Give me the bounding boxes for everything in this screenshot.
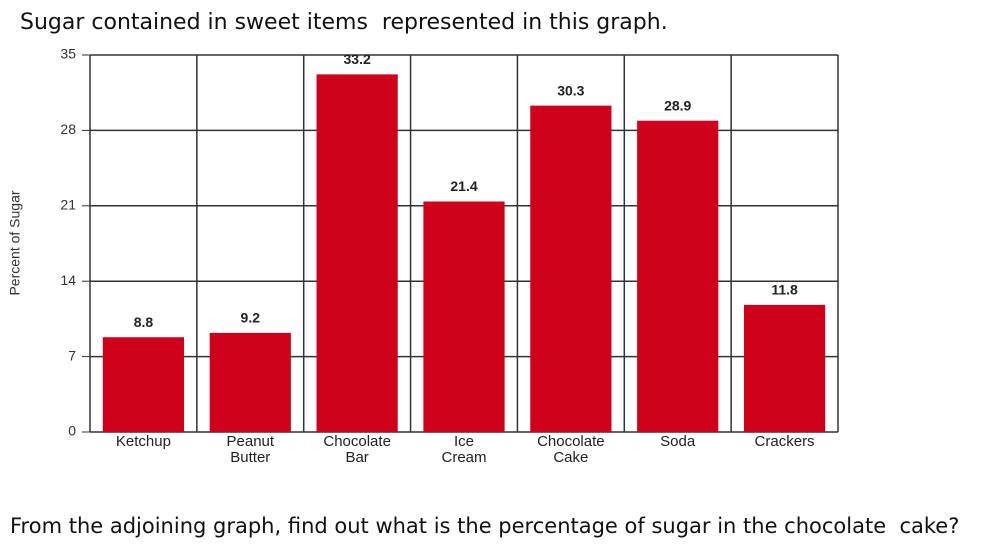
bar [530, 105, 612, 432]
value-label: 30.3 [557, 82, 584, 98]
value-label: 21.4 [450, 178, 477, 194]
y-tick-label: 0 [68, 423, 76, 439]
x-tick-label: Ice Cream [441, 433, 487, 466]
bar [423, 201, 505, 432]
x-tick-label: Chocolate Cake [537, 433, 605, 466]
chart-title: Sugar contained in sweet items represent… [20, 10, 668, 35]
bar [209, 332, 291, 432]
value-label: 9.2 [241, 310, 261, 326]
value-label: 33.2 [344, 51, 371, 67]
value-label: 28.9 [664, 97, 691, 113]
x-tick-label: Chocolate Bar [323, 433, 391, 466]
bar [637, 120, 719, 432]
y-tick-label: 21 [60, 197, 76, 213]
y-tick-label: 7 [68, 347, 76, 363]
y-axis-label: Percent of Sugar [7, 190, 23, 295]
x-tick-label: Crackers [754, 433, 815, 450]
y-tick-label: 14 [60, 272, 76, 288]
y-tick-label: 35 [60, 46, 76, 62]
x-tick-label: Soda [660, 433, 696, 450]
value-label: 11.8 [771, 282, 798, 298]
value-label: 8.8 [134, 314, 154, 330]
bar [102, 337, 185, 432]
bar [743, 304, 826, 432]
y-tick-label: 28 [60, 121, 76, 137]
x-tick-label: Ketchup [115, 433, 171, 450]
question: From the adjoining graph, find out what … [10, 514, 960, 538]
x-tick-label: Peanut Butter [226, 433, 275, 466]
bar [316, 74, 398, 432]
